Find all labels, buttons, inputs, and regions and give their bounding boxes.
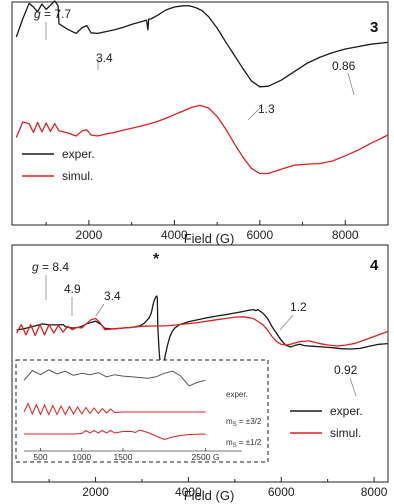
x-tick-label: 4000 (161, 228, 188, 242)
x-tick-label: 6000 (268, 485, 295, 499)
x-tick-label: 4000 (175, 485, 202, 499)
panel-4: 2000 4000 6000 8000 * g = 8.4 4.9 3.4 1.2 0.92 exp… (11, 244, 389, 499)
annotation-leader (349, 377, 357, 397)
inset-frame (15, 359, 269, 463)
annotation-label: 3.4 (96, 51, 113, 65)
annotation-leader (95, 303, 105, 317)
x-tick-label: 8000 (361, 485, 388, 499)
panel-4-x-axis-label: Field (G) (184, 488, 235, 503)
series-line-simul (16, 316, 389, 347)
annotation-label: 1.2 (290, 300, 307, 314)
annotation-label: * (153, 251, 160, 268)
legend-label: exper. (62, 147, 95, 161)
plot-frame (11, 1, 389, 226)
annotation-label: 0.86 (332, 59, 356, 73)
annotation-label: 3.4 (104, 289, 121, 303)
annotation-leader (279, 314, 294, 331)
inset-x-tick-label: 1500 (114, 452, 133, 462)
x-tick-label: 2000 (82, 485, 109, 499)
inset-x-tick-label: 2500 G (192, 452, 220, 462)
legend-label: simul. (330, 426, 361, 440)
annotation-label: g = 7.7 (34, 7, 71, 21)
inset-trace-label: mS = ±1/2 (226, 438, 262, 449)
annotation-label: 1.3 (258, 102, 275, 116)
inset-x-tick-label: 500 (33, 452, 47, 462)
legend-label: simul. (62, 169, 93, 183)
inset-trace-label: mS = ±3/2 (226, 417, 262, 428)
annotation-label: 4.9 (64, 282, 81, 296)
panel-4-label: 4 (370, 257, 379, 274)
series-line-exper (15, 0, 389, 88)
x-tick-label: 8000 (332, 228, 359, 242)
legend-label: exper. (330, 404, 363, 418)
x-tick-label: 6000 (246, 228, 273, 242)
plot-frame (11, 244, 389, 483)
annotation-label: 0.92 (334, 363, 358, 377)
annotation-label: g = 8.4 (32, 260, 69, 274)
annotation-leader (347, 72, 355, 96)
inset-trace (24, 429, 206, 441)
inset-trace (23, 369, 206, 387)
x-tick-label: 2000 (76, 228, 103, 242)
panel-3: 2000 4000 6000 8000 g = 7.7 3.4 1.3 0.86 exper. s… (11, 0, 389, 242)
inset-trace (23, 402, 206, 416)
inset-trace-label: exper. (226, 390, 248, 399)
inset-x-tick-label: 1000 (72, 452, 91, 462)
panel-3-label: 3 (370, 19, 378, 36)
panel-3-x-axis-label: Field (G) (184, 231, 235, 246)
series-line-simul (15, 104, 389, 175)
inset-panel: exper. mS = ±3/2 mS = ±1/2 500 1000 1500 2500 … (15, 359, 269, 463)
annotation-leader (247, 105, 263, 121)
